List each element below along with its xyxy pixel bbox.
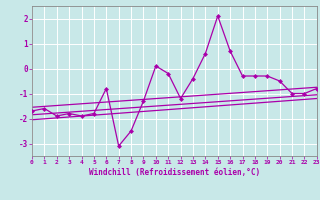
X-axis label: Windchill (Refroidissement éolien,°C): Windchill (Refroidissement éolien,°C) (89, 168, 260, 177)
